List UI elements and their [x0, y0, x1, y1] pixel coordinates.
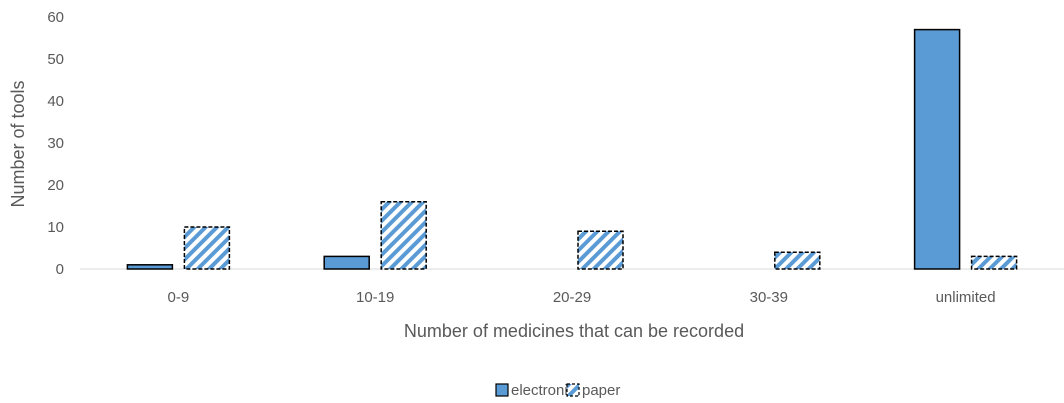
legend: electronic paper: [495, 382, 620, 399]
electronic-bar: [126, 264, 174, 270]
legend-label-paper: paper: [582, 382, 620, 399]
paper-bar: [380, 201, 427, 270]
x-axis-ticks: 0-9 10-19 20-29 30-39 unlimited: [168, 289, 996, 306]
y-tick-label: 40: [47, 93, 64, 110]
x-tick-label: 20-29: [553, 289, 591, 306]
x-tick-label: 30-39: [750, 289, 788, 306]
x-tick-label: unlimited: [936, 289, 996, 306]
y-tick-label: 50: [47, 51, 64, 68]
paper-bar: [183, 226, 231, 270]
y-tick-label: 20: [47, 177, 64, 194]
x-tick-label: 0-9: [168, 289, 190, 306]
paper-bar: [774, 251, 821, 270]
y-tick-label: 0: [56, 261, 64, 278]
y-tick-label: 10: [47, 219, 64, 236]
y-axis-ticks: 0 10 20 30 40 50 60: [47, 9, 64, 278]
electronic-bar: [913, 28, 961, 270]
y-tick-label: 30: [47, 135, 64, 152]
paper-bar: [970, 255, 1018, 270]
paper-bar: [577, 230, 624, 270]
y-axis-title: Number of tools: [8, 80, 28, 207]
legend-swatch-electronic: [495, 383, 509, 397]
bars-group: [126, 28, 1018, 270]
electronic-bar: [323, 255, 370, 270]
y-tick-label: 60: [47, 9, 64, 26]
legend-label-electronic: electronic: [511, 382, 576, 399]
x-tick-label: 10-19: [356, 289, 394, 306]
legend-swatch-paper: [566, 383, 580, 397]
x-axis-title: Number of medicines that can be recorded: [404, 321, 744, 341]
